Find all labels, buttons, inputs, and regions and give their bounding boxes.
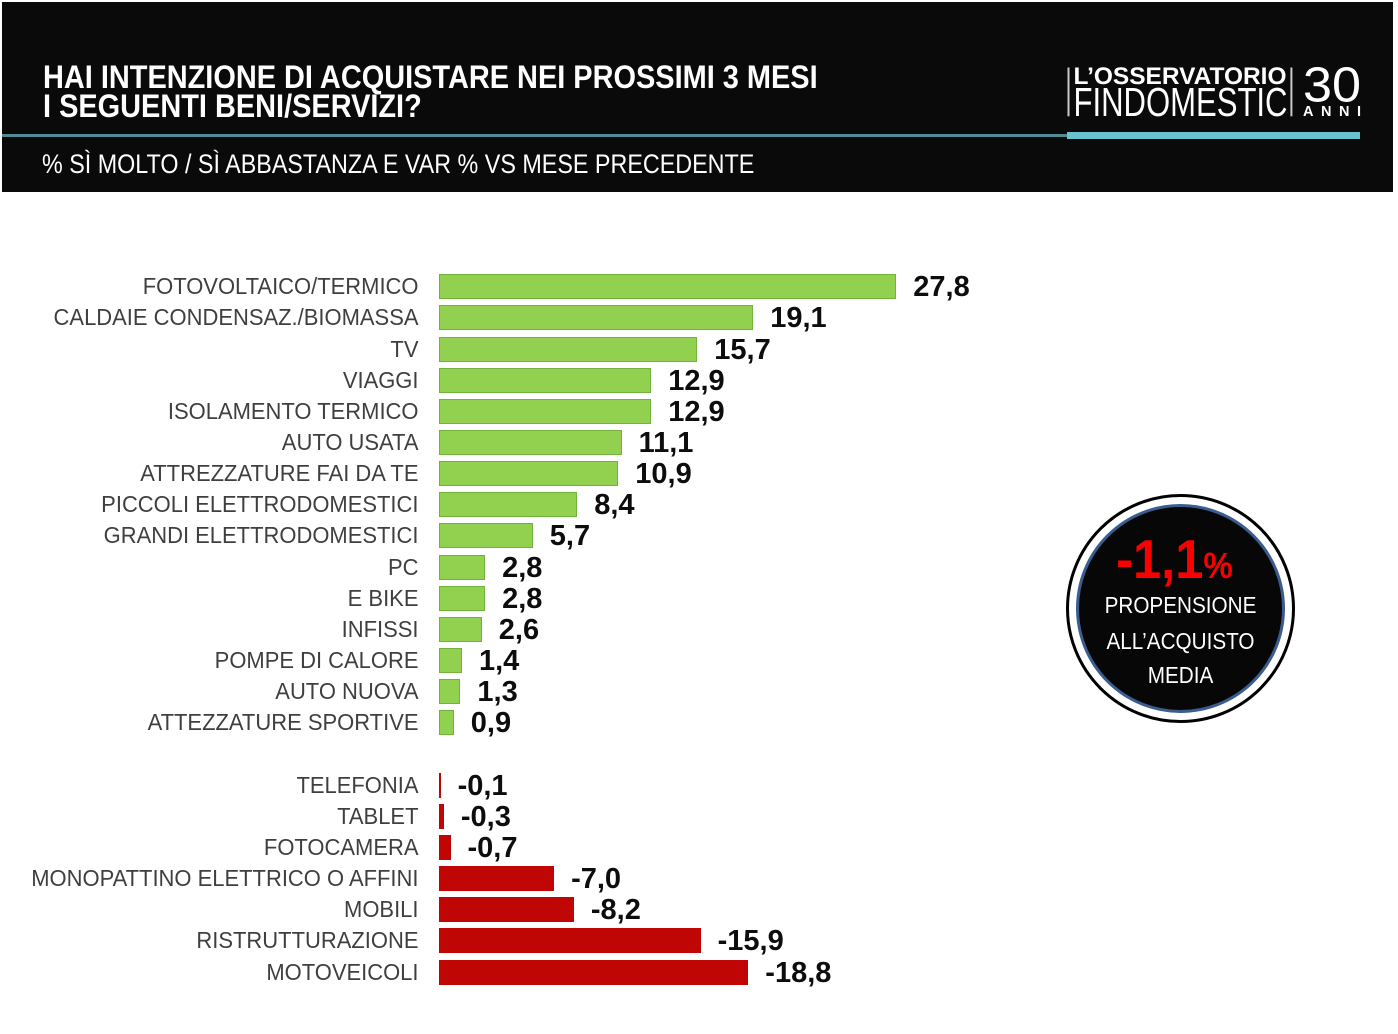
svg-text:L’OSSERVATORIO: L’OSSERVATORIO [1074, 63, 1287, 90]
svg-text:30: 30 [1303, 60, 1361, 113]
svg-text:FINDOMESTIC: FINDOMESTIC [1074, 79, 1288, 125]
